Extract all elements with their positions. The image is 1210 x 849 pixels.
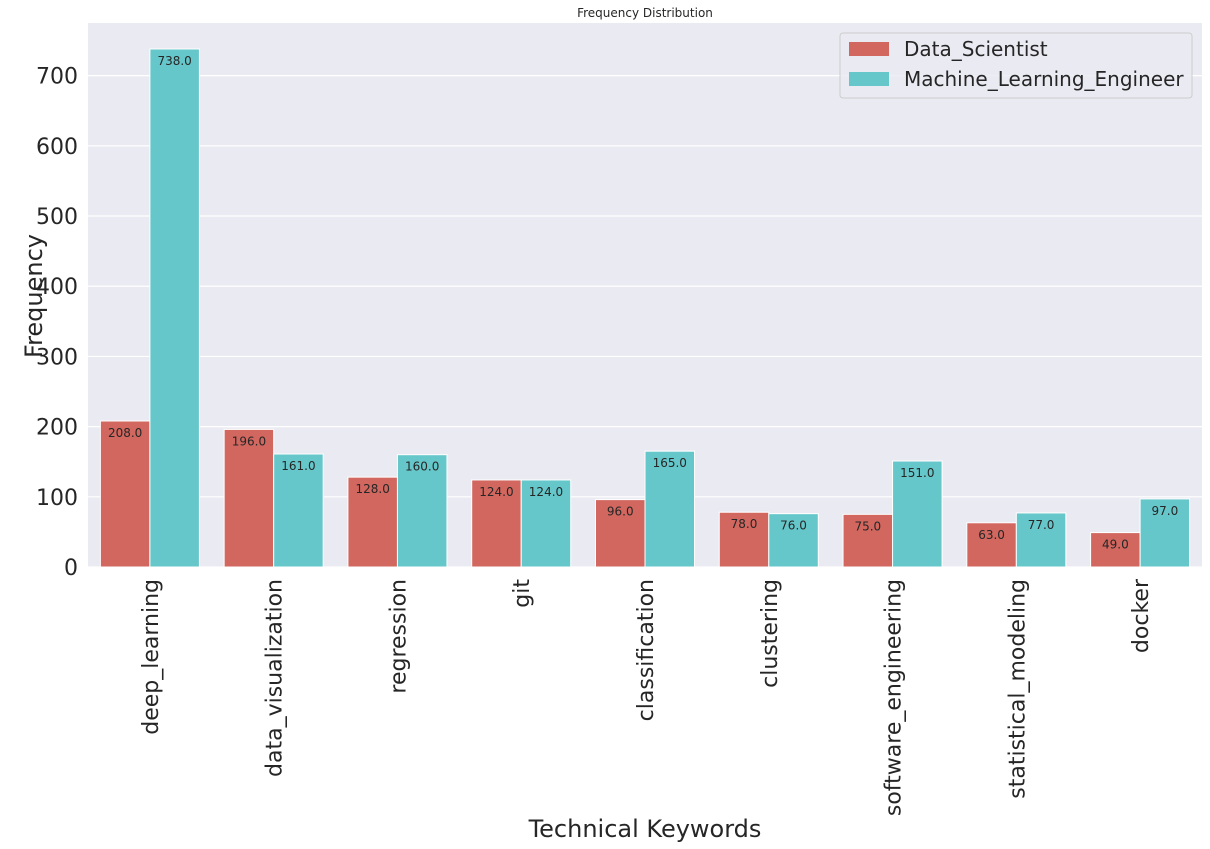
x-tick-labels: deep_learning data_visualization regressio… (139, 578, 1154, 816)
legend-swatch-data-scientist (849, 42, 889, 56)
bar-classification-Machine_Learning_Engineer (644, 450, 696, 568)
y-tick-labels: 0 100 200 300 400 500 600 700 (36, 65, 78, 581)
x-tick-docker: docker (1129, 578, 1154, 653)
legend-swatch-ml-engineer (849, 72, 889, 86)
x-tick-classification: classification (634, 579, 659, 721)
bar-docker-Data_Scientist (1090, 532, 1141, 568)
x-tick-regression: regression (386, 579, 411, 694)
y-tick-300: 300 (36, 345, 78, 370)
bar-label-data_visualization-Data_Scientist: 196.0 (232, 434, 266, 448)
bar-label-deep_learning-Machine_Learning_Engineer: 738.0 (157, 54, 191, 68)
x-axis-label: Technical Keywords (528, 815, 762, 843)
bar-statistical_modeling-Machine_Learning_Engineer (1015, 512, 1067, 568)
legend-label-data-scientist: Data_Scientist (904, 37, 1048, 61)
bar-data_visualization-Data_Scientist (223, 428, 275, 568)
bar-label-data_visualization-Machine_Learning_Engineer: 161.0 (281, 459, 315, 473)
bar-software_engineering-Data_Scientist (842, 513, 894, 568)
y-tick-100: 100 (36, 486, 78, 511)
bar-labels: 208.0 196.0 128.0 124.0 96.0 78.0 75.0 63.0 49.0… (108, 54, 1178, 552)
bar-label-git-Machine_Learning_Engineer: 124.0 (529, 485, 563, 499)
y-axis-label: Frequency (20, 234, 48, 358)
y-tick-700: 700 (36, 65, 78, 90)
bar-deep_learning-Machine_Learning_Engineer (149, 48, 200, 568)
bar-label-git-Data_Scientist: 124.0 (479, 485, 513, 499)
bar-regression-Machine_Learning_Engineer (396, 454, 448, 568)
bar-label-statistical_modeling-Machine_Learning_Engineer: 77.0 (1028, 518, 1055, 532)
bar-classification-Data_Scientist (594, 499, 646, 568)
legend-label-ml-engineer: Machine_Learning_Engineer (904, 67, 1184, 91)
bar-git-Data_Scientist (471, 479, 522, 568)
x-tick-statistical_modeling: statistical_modeling (1005, 579, 1030, 799)
legend-box (839, 32, 1193, 99)
bar-software_engineering-Machine_Learning_Engineer (892, 460, 943, 568)
x-tick-clustering: clustering (758, 579, 783, 688)
x-tick-deep_learning: deep_learning (139, 579, 164, 735)
bar-label-software_engineering-Data_Scientist: 75.0 (854, 519, 881, 533)
x-tick-data_visualization: data_visualization (263, 579, 288, 777)
bar-docker-Machine_Learning_Engineer (1139, 498, 1191, 568)
bar-data_visualization-Machine_Learning_Engineer (273, 453, 324, 568)
bar-label-docker-Machine_Learning_Engineer: 97.0 (1152, 504, 1179, 518)
x-tick-software_engineering: software_engineering (882, 579, 907, 816)
bar-label-clustering-Data_Scientist: 78.0 (731, 517, 758, 531)
x-tick-git: git (510, 579, 535, 608)
y-tick-400: 400 (36, 275, 78, 300)
y-tick-200: 200 (36, 416, 78, 441)
bars (99, 48, 1191, 568)
legend: Data_Scientist Machine_Learning_Engineer (839, 32, 1193, 99)
bar-label-docker-Data_Scientist: 49.0 (1102, 538, 1129, 552)
bar-label-statistical_modeling-Data_Scientist: 63.0 (978, 528, 1005, 542)
y-tick-500: 500 (36, 205, 78, 230)
bar-label-software_engineering-Machine_Learning_Engineer: 151.0 (900, 466, 934, 480)
bar-deep_learning-Data_Scientist (99, 420, 151, 568)
bar-label-regression-Data_Scientist: 128.0 (356, 482, 390, 496)
bar-git-Machine_Learning_Engineer (520, 479, 572, 568)
chart-title: Frequency Distribution (577, 6, 713, 20)
bar-label-clustering-Machine_Learning_Engineer: 76.0 (780, 519, 807, 533)
bar-label-regression-Machine_Learning_Engineer: 160.0 (405, 460, 439, 474)
y-tick-600: 600 (36, 135, 78, 160)
bar-clustering-Data_Scientist (718, 511, 770, 568)
bar-label-classification-Machine_Learning_Engineer: 165.0 (653, 456, 687, 470)
y-tick-0: 0 (64, 556, 78, 581)
bar-label-classification-Data_Scientist: 96.0 (607, 505, 634, 519)
bar-label-deep_learning-Data_Scientist: 208.0 (108, 426, 142, 440)
bar-clustering-Machine_Learning_Engineer (768, 513, 819, 568)
